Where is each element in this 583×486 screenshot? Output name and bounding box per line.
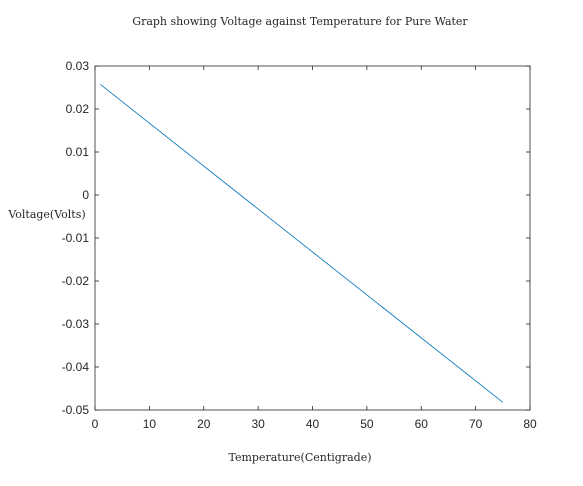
x-tick-label: 20 <box>197 417 211 431</box>
x-tick-label: 80 <box>523 417 537 431</box>
y-tick-label: 0.02 <box>66 102 90 116</box>
x-tick-label: 40 <box>306 417 320 431</box>
y-tick-label: -0.01 <box>62 231 90 245</box>
x-tick-label: 0 <box>92 417 99 431</box>
y-tick-label: 0 <box>82 188 89 202</box>
y-axis-ticks: 0.03 0.02 0.01 0 -0.01 -0.02 -0.03 -0.04 -0.05 <box>62 59 530 417</box>
x-tick-label: 70 <box>469 417 483 431</box>
chart-title: Graph showing Voltage against Temperatur… <box>132 15 468 28</box>
y-tick-label: -0.04 <box>62 360 90 374</box>
x-axis-ticks: 0 10 20 30 40 50 60 70 80 <box>92 66 537 431</box>
y-tick-label: -0.03 <box>62 317 90 331</box>
x-tick-label: 50 <box>360 417 374 431</box>
y-axis-label: Voltage(Volts) <box>7 208 85 221</box>
y-tick-label: 0.03 <box>66 59 90 73</box>
x-tick-label: 30 <box>251 417 265 431</box>
x-axis-label: Temperature(Centigrade) <box>228 451 371 464</box>
x-tick-label: 10 <box>143 417 157 431</box>
series-layer <box>100 84 504 403</box>
series-line-0 <box>100 84 504 403</box>
plot-area <box>95 66 530 410</box>
y-tick-label: 0.01 <box>66 145 90 159</box>
y-tick-label: -0.02 <box>62 274 90 288</box>
y-tick-label: -0.05 <box>62 403 90 417</box>
x-tick-label: 60 <box>415 417 429 431</box>
